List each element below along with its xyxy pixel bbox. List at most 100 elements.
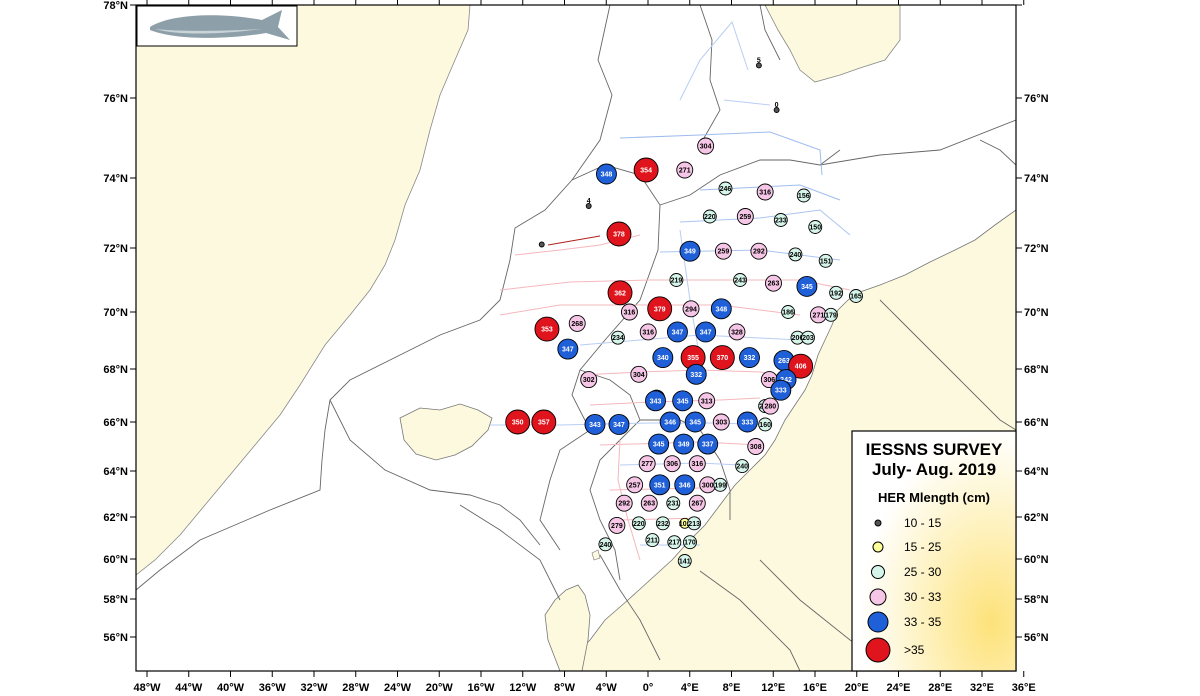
station-value: 267 [691, 501, 703, 508]
station-value: 240 [600, 542, 612, 549]
lon-label: 4°E [681, 682, 699, 694]
station-value: 353 [541, 327, 553, 334]
station-value: 345 [801, 284, 813, 291]
lon-label: 28°W [342, 682, 370, 694]
legend-item-label: >35 [904, 643, 925, 657]
station-marker: 332 [685, 363, 707, 385]
lat-label-left: 74°N [103, 173, 128, 185]
lat-label-left: 64°N [103, 466, 128, 478]
station-value: 306 [763, 377, 775, 384]
station-value: 165 [850, 294, 862, 301]
station-marker: 231 [666, 496, 681, 511]
station-marker: 303 [712, 413, 730, 431]
station-markers: 5 0 4 304 271 354 348 246 316 156 220 259 233 150 378 3… [505, 57, 863, 568]
station-value: 355 [687, 355, 699, 362]
station-marker: 151 [818, 253, 833, 268]
legend-subtitle: July- Aug. 2019 [872, 460, 996, 479]
station-marker: 302 [580, 371, 598, 389]
lon-label: 12°W [509, 682, 537, 694]
station-value: 333 [775, 388, 787, 395]
station-value: 186 [782, 310, 794, 317]
station-value: 170 [684, 540, 696, 547]
station-value: 233 [775, 218, 787, 225]
station-marker: 350 [505, 409, 531, 435]
station-value: 316 [624, 310, 636, 317]
lat-label-left: 76°N [103, 93, 128, 105]
lat-label-left: 58°N [103, 594, 128, 606]
legend-item: 10 - 15 [874, 516, 942, 530]
zone-lines [136, 5, 1016, 671]
station-value: 350 [512, 420, 524, 427]
station-value: 156 [798, 193, 810, 200]
lat-label-left: 68°N [103, 364, 128, 376]
lat-label-right: 58°N [1024, 594, 1049, 606]
station-value: 332 [690, 372, 702, 379]
legend-item: 33 - 35 [867, 611, 942, 633]
station-marker: 345 [796, 275, 818, 297]
station-marker: 234 [610, 330, 625, 345]
station-value: 316 [759, 190, 771, 197]
station-value: 206 [792, 335, 804, 342]
station-value: 271 [679, 168, 691, 175]
station-value: 337 [702, 442, 714, 449]
station-value: 306 [666, 461, 678, 468]
station-value: 257 [629, 482, 641, 489]
station-marker: 165 [849, 289, 863, 303]
station-marker: 304 [630, 365, 648, 383]
station-value: 346 [679, 482, 691, 489]
station-marker: 304 [697, 137, 715, 155]
station-value: 370 [717, 355, 729, 362]
station-marker: 345 [648, 433, 670, 455]
station-marker: 217 [667, 535, 682, 550]
station-marker: 406 [788, 353, 814, 379]
station-value: 362 [614, 290, 626, 297]
station-marker: 192 [829, 285, 844, 300]
station-marker: 306 [663, 455, 681, 473]
station-value: 263 [768, 281, 780, 288]
station-value: 348 [715, 306, 727, 313]
lat-label-left: 62°N [103, 512, 128, 524]
legend-item: 15 - 25 [872, 540, 942, 554]
station-value: 347 [613, 422, 625, 429]
station-marker: 316 [639, 323, 657, 341]
station-value: 340 [657, 355, 669, 362]
station-marker: 5 [755, 57, 762, 69]
station-value: 313 [701, 398, 713, 405]
station-marker: 219 [669, 273, 684, 287]
station-marker: 346 [674, 474, 696, 496]
station-marker: 240 [788, 247, 803, 262]
station-marker: 345 [672, 390, 694, 412]
station-marker: 292 [750, 242, 768, 260]
station-value: 199 [714, 482, 726, 489]
station-value: 0 [775, 102, 779, 109]
station-value: 342 [780, 377, 792, 384]
station-value: 263 [643, 501, 655, 508]
station-value: 349 [684, 249, 696, 256]
station-value: 351 [654, 482, 666, 489]
map-frame [135, 4, 1017, 672]
legend-item: >35 [865, 637, 925, 663]
station-value: 219 [671, 278, 683, 285]
station-marker: 240 [735, 459, 750, 474]
station-value: 347 [562, 347, 574, 354]
station-value: 240 [736, 464, 748, 471]
svalbard-land [764, 5, 901, 83]
lat-label-right: 68°N [1024, 364, 1049, 376]
station-value: 246 [720, 186, 732, 193]
lat-label-left: 66°N [103, 417, 128, 429]
station-marker: 347 [695, 321, 717, 343]
station-marker: 220 [702, 209, 717, 224]
legend-item: 25 - 30 [871, 565, 942, 579]
station-marker: 362 [607, 280, 633, 306]
faroe-land [591, 549, 601, 561]
station-value: 150 [809, 225, 821, 232]
lon-label: 24°E [887, 682, 911, 694]
station-value: 234 [612, 335, 624, 342]
station-marker: 259 [736, 208, 754, 225]
legend: IESSNS SURVEY July- Aug. 2019 HER Mlengt… [851, 430, 1017, 672]
station-marker: 332 [739, 347, 760, 369]
station-value: 160 [759, 422, 771, 429]
station-marker: 351 [649, 474, 671, 496]
station-marker [538, 241, 545, 248]
legend-variable: HER Mlength (cm) [878, 490, 990, 505]
